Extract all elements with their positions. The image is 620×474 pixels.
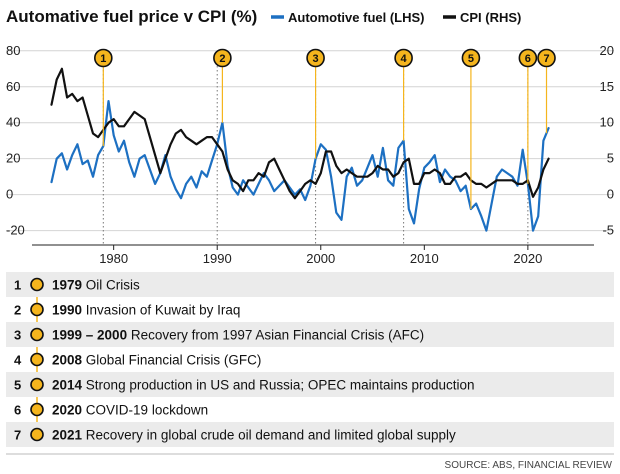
x-tick-label: 1990 [203,251,232,266]
event-description: Recovery in global crude oil demand and … [82,428,456,443]
event-marker-badge [394,48,413,68]
event-description: Oil Crisis [82,278,140,293]
event-year: 2021 [52,428,83,443]
event-marker-number: 4 [401,53,408,65]
event-row-number: 4 [14,353,22,368]
event-row-text: 1979 Oil Crisis [52,278,140,293]
event-row-text: 1990 Invasion of Kuwait by Iraq [52,303,240,318]
y-left-tick-label: -20 [6,223,25,238]
event-description: Recovery from 1997 Asian Financial Crisi… [127,328,424,343]
event-description: Global Financial Crisis (GFC) [82,353,261,368]
cpi-line [50,67,550,200]
event-marker-badge [461,48,481,68]
event-year: 2008 [52,353,83,368]
event-marker-badge [306,48,325,68]
event-row-text: 2008 Global Financial Crisis (GFC) [52,353,261,368]
y-left-tick-label: 80 [6,43,20,58]
event-legend: 1 1979 Oil Crisis 2 1990 Invasion of Kuwait… [6,272,614,447]
event-description: COVID-19 lockdown [82,403,208,418]
event-marker-badge [518,48,538,68]
event-row-number: 7 [14,428,21,443]
event-row-dot [30,302,44,317]
event-marker-badge [213,48,232,68]
chart-title: Automative fuel price v CPI (%) [6,7,257,26]
source-note: SOURCE: ABS, FINANCIAL REVIEW [445,460,613,471]
y-left-tick-label: 40 [6,115,20,130]
event-row-number: 6 [14,403,21,418]
event-year: 2014 [52,378,83,393]
event-marker-number: 1 [100,53,106,65]
event-marker-badge [537,48,556,68]
event-row-text: 1999 – 2000 Recovery from 1997 Asian Fin… [52,328,424,343]
event-row-band [6,322,614,347]
event-row-dot [30,277,44,292]
event-marker-number: 5 [468,53,474,65]
y-right-tick-label: -5 [602,223,614,238]
event-marker-number: 6 [525,53,531,65]
event-year: 1979 [52,278,82,293]
y-left-tick-label: 0 [6,187,13,202]
legend-fuel-label: Automotive fuel (LHS) [288,10,425,25]
event-row-dot [30,402,44,417]
event-marker-badge [94,48,113,68]
fuel-line [50,100,550,232]
event-marker-number: 7 [543,53,549,65]
y-right-tick-label: 10 [600,115,614,130]
event-year: 2020 [52,403,82,418]
event-row-number: 2 [14,303,21,318]
event-row-band [6,272,614,297]
event-description: Strong production in US and Russia; OPEC… [82,378,474,393]
event-row-number: 5 [14,378,21,393]
event-row-dot [30,377,44,392]
event-year: 1990 [52,303,82,318]
y-left-tick-label: 60 [6,79,20,94]
event-row-text: 2020 COVID-19 lockdown [52,403,208,418]
x-tick-label: 2000 [306,251,335,266]
event-year: 1999 – 2000 [52,328,127,343]
event-row-band [6,372,614,397]
event-row-dot [30,427,44,442]
x-tick-label: 2010 [410,251,439,266]
event-row-dot [30,327,44,342]
event-marker-number: 3 [313,53,319,65]
y-right-tick-label: 15 [600,79,614,94]
event-row-text: 2014 Strong production in US and Russia;… [52,378,475,393]
y-right-tick-label: 5 [607,151,614,166]
event-marker-number: 2 [219,53,225,65]
y-right-tick-label: 20 [600,43,614,58]
x-tick-label: 2020 [513,251,542,266]
event-row-number: 3 [14,328,21,343]
x-tick-label: 1980 [99,251,128,266]
event-row-band [6,422,614,447]
legend-cpi-label: CPI (RHS) [460,10,521,25]
y-left-tick-label: 20 [6,151,20,166]
event-row-text: 2021 Recovery in global crude oil demand… [52,428,456,443]
event-row-dot [30,352,44,367]
y-right-tick-label: 0 [607,187,614,202]
event-row-number: 1 [14,278,21,293]
event-description: Invasion of Kuwait by Iraq [82,303,240,318]
